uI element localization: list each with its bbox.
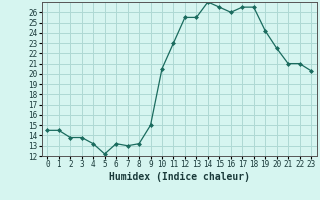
X-axis label: Humidex (Indice chaleur): Humidex (Indice chaleur) <box>109 172 250 182</box>
